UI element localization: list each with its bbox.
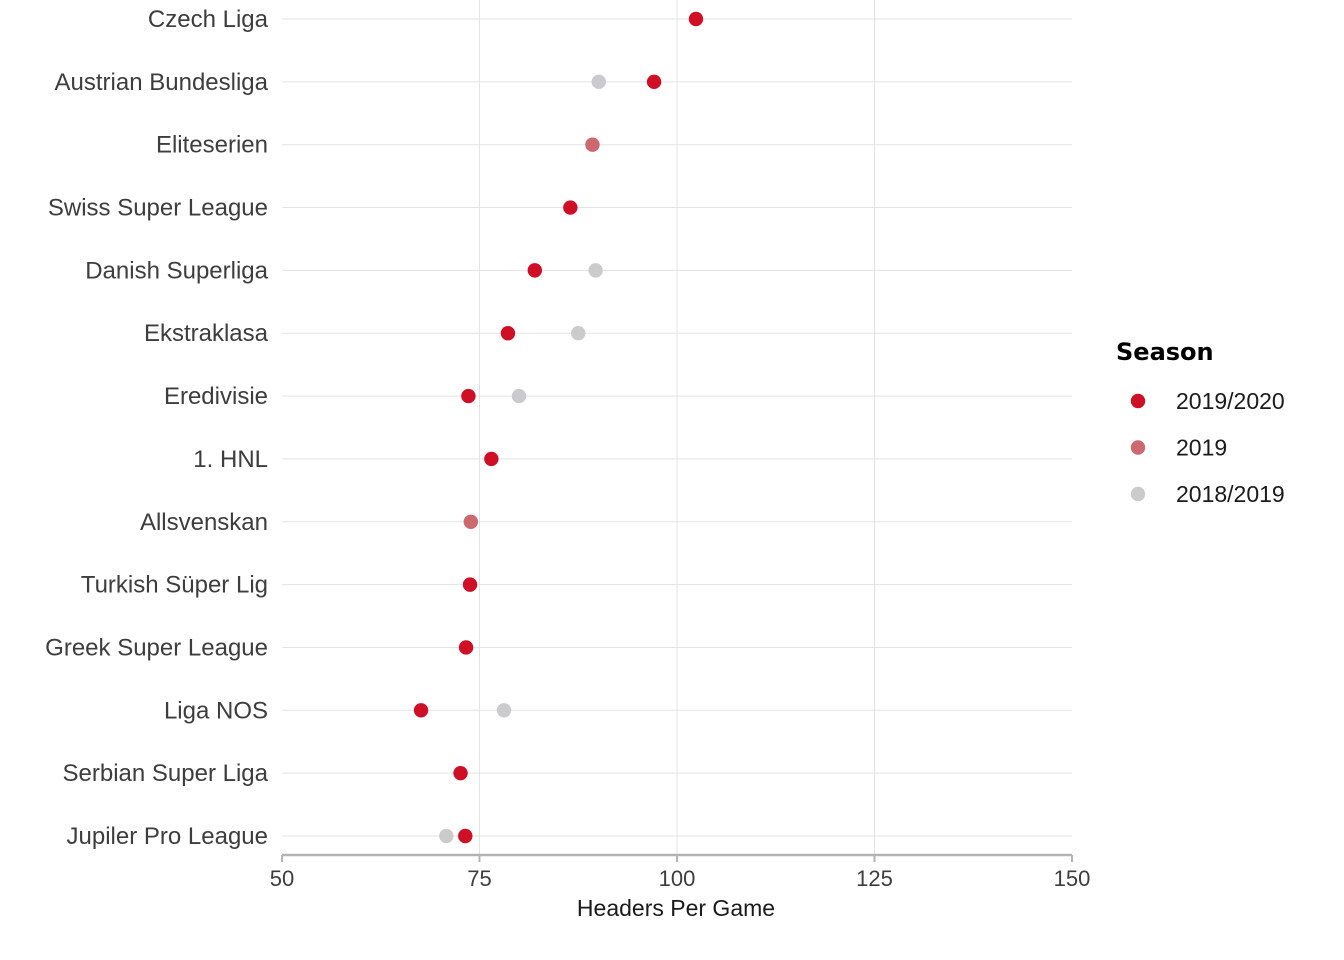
category-label-czech-liga: Czech Liga [148,6,269,33]
category-label-eliteserien: Eliteserien [156,132,268,159]
point-2019-2020-ekstraklasa [500,326,516,341]
category-label-ekstraklasa: Ekstraklasa [144,320,269,347]
x-axis-title: Headers Per Game [577,895,775,921]
x-tick-label-100: 100 [659,866,696,891]
legend-key-2019 [1130,440,1146,455]
point-2018-2019-austrian-bundesliga [591,74,606,90]
grid-lines [282,0,1072,855]
point-2018-2019-eredivisie [511,388,527,404]
x-tick-label-50: 50 [270,866,294,891]
x-tick-label-75: 75 [467,866,491,891]
category-label-jupiler-pro-league: Jupiler Pro League [67,823,268,850]
legend-key-2019-2020 [1130,393,1146,409]
point-2019-2020-jupiler-pro-league [458,828,473,844]
point-2018-2019-jupiler-pro-league [439,828,454,844]
legend-title: Season [1116,338,1214,366]
point-2019-2020-czech-liga [688,11,704,27]
point-2019-2020-1-hnl [484,451,499,467]
legend: Season 2019/2020 2019 2018/2019 [1116,338,1285,507]
point-2019-allsvenskan [463,514,479,529]
x-axis: 50 75 100 125 150 [270,853,1091,891]
category-label-serbian-super-liga: Serbian Super Liga [63,760,269,787]
point-2019-2020-greek-super-league [458,640,474,655]
point-2019-2020-turkish-s-per-lig [462,577,478,592]
legend-key-2018-2019 [1130,486,1146,502]
data-points [413,11,704,844]
category-label-1-hnl: 1. HNL [193,446,268,473]
category-label-turkish-s-per-lig: Turkish Süper Lig [81,572,268,599]
point-2019-eliteserien [585,137,600,152]
legend-label-2018-2019: 2018/2019 [1176,481,1285,507]
category-label-liga-nos: Liga NOS [164,697,268,724]
x-tick-label-150: 150 [1054,866,1091,891]
point-2018-2019-liga-nos [496,703,512,718]
legend-label-2019: 2019 [1176,435,1227,461]
category-label-danish-superliga: Danish Superliga [85,257,268,284]
point-2019-2020-serbian-super-liga [453,765,468,781]
point-2019-2020-liga-nos [413,703,429,718]
category-label-austrian-bundesliga: Austrian Bundesliga [55,69,269,96]
category-label-allsvenskan: Allsvenskan [140,509,268,536]
category-label-swiss-super-league: Swiss Super League [48,195,268,222]
y-axis-category-labels: Czech Liga Austrian Bundesliga Eliteserien… [45,6,268,850]
point-2018-2019-danish-superliga [588,263,603,278]
category-label-eredivisie: Eredivisie [164,383,268,410]
point-2018-2019-ekstraklasa [571,326,586,341]
category-label-greek-super-league: Greek Super League [45,634,268,661]
x-tick-label-125: 125 [856,866,893,891]
point-2019-2020-danish-superliga [527,263,542,278]
legend-label-2019-2020: 2019/2020 [1176,388,1285,414]
point-2019-2020-austrian-bundesliga [646,74,662,90]
point-2019-2020-swiss-super-league [563,200,578,215]
point-2019-2020-eredivisie [461,388,476,404]
